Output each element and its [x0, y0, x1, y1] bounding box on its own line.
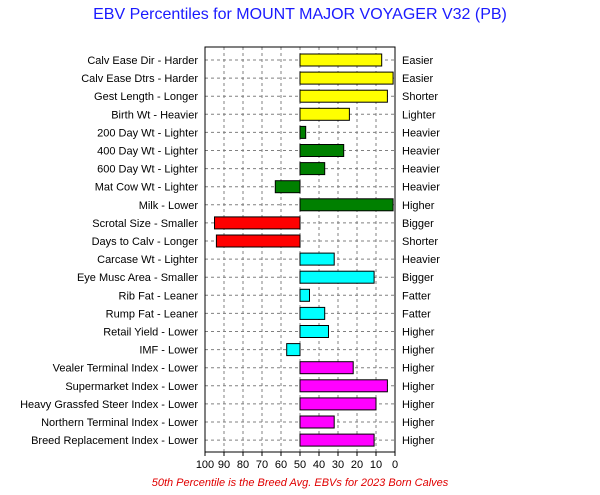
category-label: Birth Wt - Heavier	[111, 109, 198, 121]
category-label: Milk - Lower	[139, 200, 199, 212]
direction-label: Higher	[402, 327, 435, 339]
direction-label: Heavier	[402, 146, 440, 158]
bar	[299, 379, 388, 393]
direction-label: Higher	[402, 345, 435, 357]
category-label: Retail Yield - Lower	[103, 327, 198, 339]
direction-label: Easier	[402, 73, 434, 85]
x-tick-label: 50	[294, 459, 306, 471]
chart-title: EBV Percentiles for MOUNT MAJOR VOYAGER …	[93, 6, 507, 23]
bar	[299, 53, 383, 67]
x-tick-label: 100	[196, 459, 214, 471]
category-label: IMF - Lower	[139, 345, 198, 357]
direction-label: Heavier	[402, 127, 440, 139]
bar	[299, 198, 394, 212]
footnote: 50th Percentile is the Breed Avg. EBVs f…	[151, 477, 449, 489]
category-label: 600 Day Wt - Lighter	[97, 164, 198, 176]
category-label: Calv Ease Dtrs - Harder	[81, 73, 198, 85]
bar	[299, 270, 375, 284]
bar	[299, 325, 329, 338]
category-label: Calv Ease Dir - Harder	[87, 55, 198, 67]
right-labels: Easier Easier Shorter Lighter Heavier Heavier…	[402, 55, 440, 447]
direction-label: Bigger	[402, 272, 434, 284]
x-tick-label: 40	[313, 459, 325, 471]
x-tick-label: 80	[237, 459, 249, 471]
x-tick-label: 90	[218, 459, 230, 471]
direction-label: Fatter	[402, 308, 431, 320]
bar	[286, 343, 301, 357]
category-label: Eye Musc Area - Smaller	[77, 272, 198, 284]
bar	[299, 397, 377, 411]
direction-label: Heavier	[402, 182, 440, 194]
bar	[299, 125, 307, 139]
direction-label: Heavier	[402, 164, 440, 176]
category-label: Breed Replacement Index - Lower	[31, 435, 198, 447]
category-label: 200 Day Wt - Lighter	[97, 127, 198, 139]
category-label: Carcase Wt - Lighter	[97, 254, 198, 266]
bar	[299, 107, 350, 121]
x-tick-label: 0	[392, 459, 398, 471]
category-label: Vealer Terminal Index - Lower	[53, 363, 199, 375]
x-tick-label: 10	[370, 459, 382, 471]
direction-label: Higher	[402, 399, 435, 411]
category-label: Gest Length - Longer	[94, 91, 198, 103]
x-tick-label: 30	[332, 459, 344, 471]
x-tick-label: 60	[275, 459, 287, 471]
x-axis-ticks: 100 90 80 70 60 50 40 30 20 10 0	[196, 452, 398, 471]
bar	[299, 252, 335, 266]
bar	[299, 89, 388, 103]
bar	[299, 433, 375, 447]
bars	[214, 53, 394, 447]
category-label: Northern Terminal Index - Lower	[41, 417, 198, 429]
direction-label: Bigger	[402, 218, 434, 230]
category-label: Heavy Grassfed Steer Index - Lower	[20, 399, 198, 411]
direction-label: Higher	[402, 417, 435, 429]
bar	[214, 216, 301, 230]
direction-label: Fatter	[402, 290, 431, 302]
direction-label: Lighter	[402, 109, 436, 121]
direction-label: Higher	[402, 381, 435, 393]
bar	[299, 361, 354, 375]
category-label: 400 Day Wt - Lighter	[97, 146, 198, 158]
category-label: Supermarket Index - Lower	[65, 381, 198, 393]
direction-label: Higher	[402, 200, 435, 212]
category-label: Days to Calv - Longer	[92, 236, 199, 248]
x-tick-label: 20	[351, 459, 363, 471]
bar	[215, 234, 301, 248]
direction-label: Higher	[402, 435, 435, 447]
direction-label: Higher	[402, 363, 435, 375]
bar	[299, 288, 310, 302]
left-labels: Calv Ease Dir - Harder Calv Ease Dtrs - H…	[20, 55, 198, 447]
category-label: Rib Fat - Leaner	[119, 290, 199, 302]
bar	[274, 180, 301, 194]
direction-label: Shorter	[402, 236, 438, 248]
direction-label: Heavier	[402, 254, 440, 266]
bar	[299, 71, 394, 85]
bar	[299, 144, 345, 157]
bar	[299, 162, 326, 176]
category-label: Scrotal Size - Smaller	[92, 218, 198, 230]
category-label: Rump Fat - Leaner	[106, 308, 199, 320]
direction-label: Shorter	[402, 91, 438, 103]
direction-label: Easier	[402, 55, 434, 67]
bar	[299, 415, 335, 429]
bar	[299, 306, 326, 320]
x-tick-label: 70	[256, 459, 268, 471]
category-label: Mat Cow Wt - Lighter	[95, 182, 199, 194]
